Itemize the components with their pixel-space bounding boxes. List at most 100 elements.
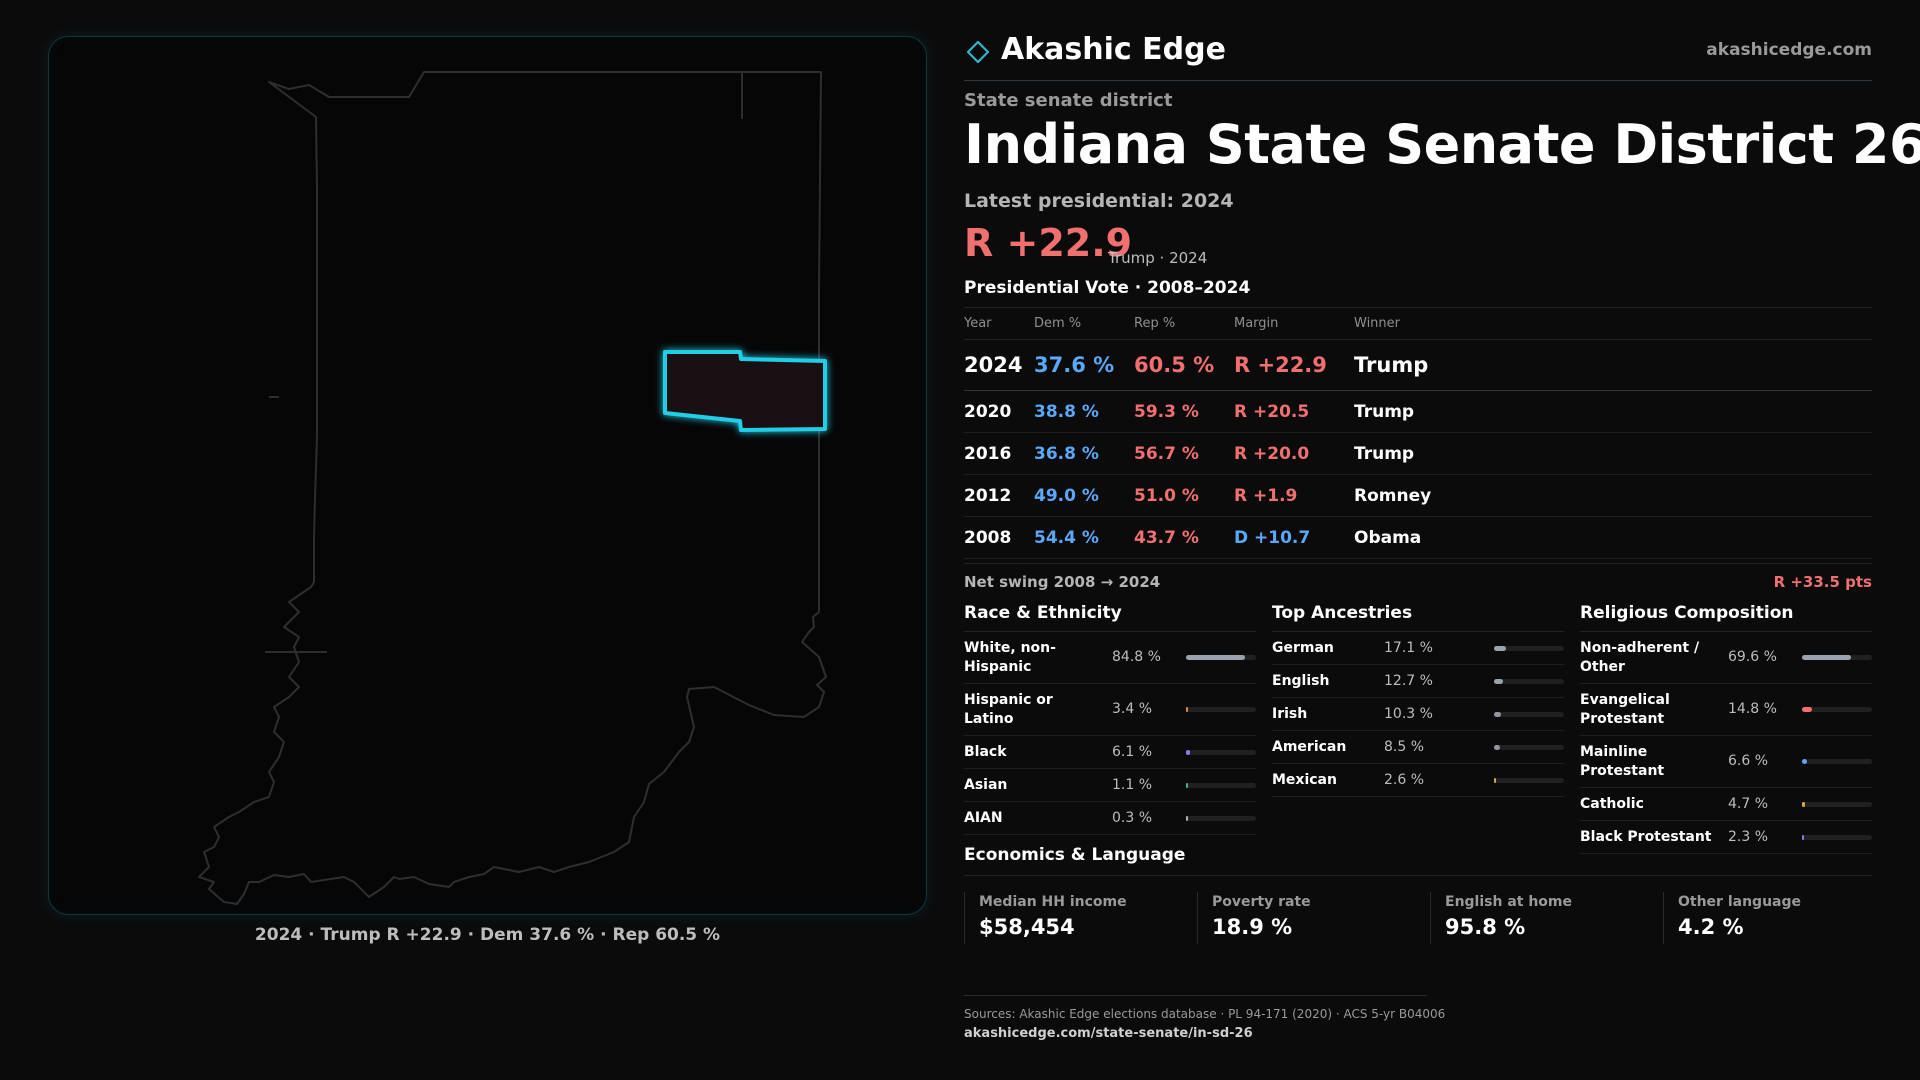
district-26-shape[interactable] [663,350,827,432]
col-header-year: Year [964,307,1034,340]
stat-label: Non-adherent / Other [1580,639,1700,675]
stat-label: Black Protestant [1580,828,1712,845]
table-row: 2008 54.4 % 43.7 % D +10.7 Obama [964,516,1872,559]
top-ancestries-rows: German 17.1 % English 12.7 % Irish 10.3 % Amer… [1272,632,1564,797]
presidential-vote-title: Presidential Vote · 2008–2024 [964,278,1251,298]
margin-cell: D +10.7 [1234,516,1354,559]
year-cell: 2016 [964,432,1034,475]
rep-cell: 51.0 % [1134,474,1234,517]
stat-bar-track [1494,678,1564,684]
stat-bar-track [1802,655,1872,660]
stat-bar-track [1186,707,1256,712]
race-ethnicity-rows: White, non-Hispanic 84.8 % Hispanic or Lat… [964,632,1256,835]
divider [1663,892,1664,944]
stat-row: Hispanic or Latino 3.4 % [964,684,1256,736]
econ-value: 95.8 % [1445,915,1526,939]
year-cell: 2020 [964,390,1034,433]
table-row: 2024 37.6 % 60.5 % R +22.9 Trump [964,339,1872,391]
winner-cell: Trump [1354,339,1872,391]
district-type: State senate district [964,90,1173,111]
stat-bar-track [1186,655,1256,660]
stat-row: Asian 1.1 % [964,769,1256,802]
divider [964,892,965,944]
stat-label: American [1272,738,1347,755]
econ-stat-english-at-home: English at home 95.8 % [1430,892,1650,944]
winner-cell: Obama [1354,516,1872,559]
stat-bar-fill [1802,655,1851,660]
margin-cell: R +22.9 [1234,339,1354,391]
stat-bar-fill [1802,759,1807,764]
latest-presidential: Latest presidential: 2024 [964,190,1234,212]
stat-value: 84.8 % [1112,649,1161,665]
stat-value: 1.1 % [1112,776,1153,793]
state-outline [198,71,827,905]
stat-bar-track [1494,744,1564,750]
diamond-logo-icon [967,41,989,63]
stat-row: English 12.7 % [1272,665,1564,698]
sources-text: Sources: Akashic Edge elections database… [964,1007,1446,1021]
margin-cell: R +20.0 [1234,432,1354,475]
stat-bar-track [1802,759,1872,764]
stat-bar-fill [1186,655,1246,660]
econ-label: Other language [1678,894,1801,910]
stat-label: Hispanic or Latino [964,691,1053,727]
religious-composition-title: Religious Composition [1580,603,1872,632]
stat-value: 14.8 % [1728,701,1777,717]
stat-value: 0.3 % [1112,809,1153,826]
stat-value: 10.3 % [1384,705,1433,722]
stat-row: German 17.1 % [1272,632,1564,665]
stat-bar-track [1802,707,1872,712]
stat-label: German [1272,639,1334,656]
winner-cell: Trump [1354,390,1872,433]
col-header-margin: Margin [1234,307,1354,340]
stat-label: Catholic [1580,795,1644,812]
econ-stat-poverty-rate: Poverty rate 18.9 % [1197,892,1417,944]
stat-value: 12.7 % [1384,672,1433,689]
district-map[interactable] [48,36,927,915]
stat-label: Evangelical Protestant [1580,691,1670,727]
stat-bar-track [1802,801,1872,807]
stat-value: 69.6 % [1728,649,1777,665]
stat-value: 17.1 % [1384,639,1433,656]
table-header-row: Year Dem % Rep % Margin Winner [964,307,1872,340]
divider [1430,892,1431,944]
stat-bar-fill [1802,801,1806,807]
stat-row: American 8.5 % [1272,731,1564,764]
col-header-rep: Rep % [1134,307,1234,340]
stat-row: Non-adherent / Other 69.6 % [1580,632,1872,684]
dem-cell: 54.4 % [1034,516,1134,559]
net-swing-row: Net swing 2008 → 2024 R +33.5 pts [964,563,1872,594]
stat-label: Black [964,743,1007,760]
table-row: 2020 38.8 % 59.3 % R +20.5 Trump [964,390,1872,433]
permalink[interactable]: akashicedge.com/state-senate/in-sd-26 [964,1026,1253,1041]
stat-row: Black Protestant 2.3 % [1580,821,1872,854]
brand-url-link[interactable]: akashicedge.com [1706,40,1872,60]
dem-cell: 36.8 % [1034,432,1134,475]
state-map-svg [198,71,827,905]
stat-bar-track [1802,834,1872,840]
race-ethnicity-title: Race & Ethnicity [964,603,1256,632]
rep-cell: 56.7 % [1134,432,1234,475]
econ-stat-median-income: Median HH income $58,454 [964,892,1184,944]
col-header-dem: Dem % [1034,307,1134,340]
stat-row: Mainline Protestant 6.6 % [1580,736,1872,788]
sources-divider [964,995,1427,996]
rep-cell: 43.7 % [1134,516,1234,559]
brand-bar: Akashic Edge akashicedge.com [964,32,1872,81]
stat-value: 8.5 % [1384,738,1425,755]
econ-label: Poverty rate [1212,894,1311,910]
stat-bar-fill [1494,777,1496,783]
stat-label: Irish [1272,705,1308,722]
stat-row: Irish 10.3 % [1272,698,1564,731]
stat-value: 6.1 % [1112,743,1153,760]
stat-label: AIAN [964,809,1003,826]
stat-bar-track [1186,749,1256,755]
net-swing-value: R +33.5 pts [1773,573,1872,591]
year-cell: 2008 [964,516,1034,559]
headline-margin: R +22.9 [964,221,1133,265]
divider [1197,892,1198,944]
stat-row: AIAN 0.3 % [964,802,1256,835]
econ-value: 18.9 % [1212,915,1293,939]
econ-stat-other-language: Other language 4.2 % [1663,892,1883,944]
stat-bar-track [1186,782,1256,788]
